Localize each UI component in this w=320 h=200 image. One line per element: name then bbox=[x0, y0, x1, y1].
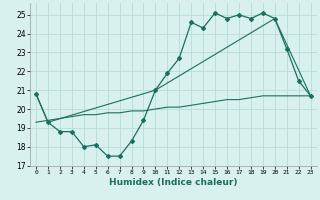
X-axis label: Humidex (Indice chaleur): Humidex (Indice chaleur) bbox=[109, 178, 237, 187]
